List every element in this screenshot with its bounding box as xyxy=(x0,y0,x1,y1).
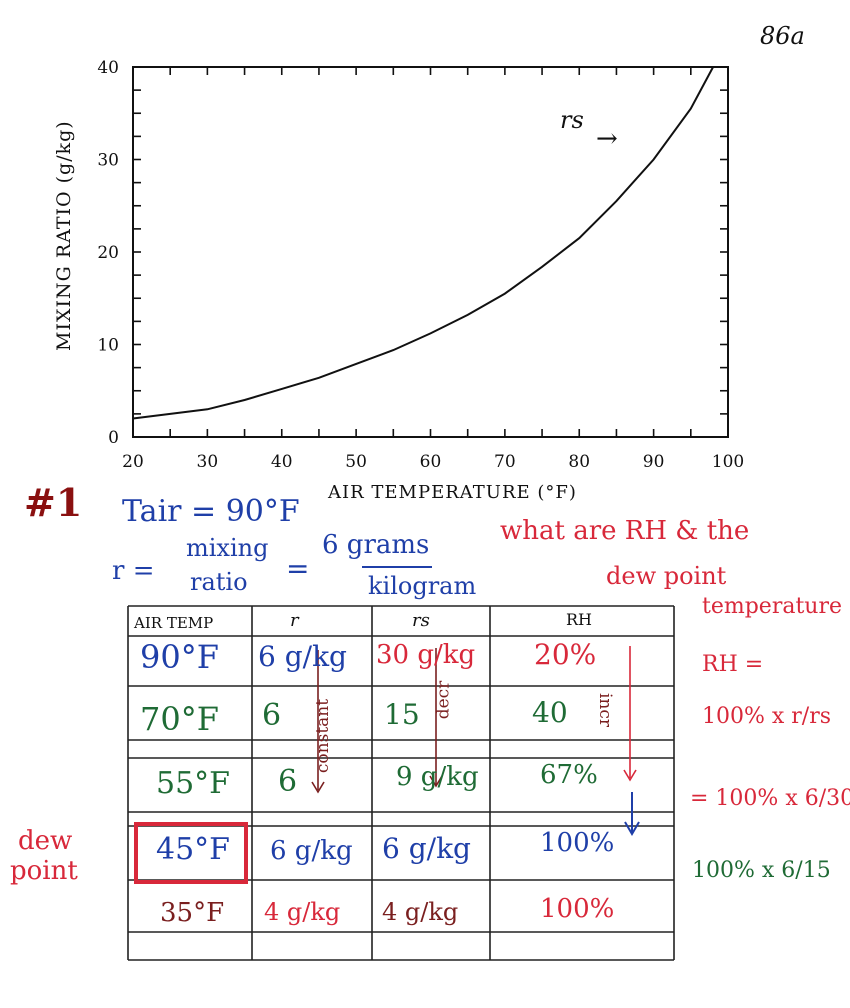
decreasing-note: decr xyxy=(433,680,454,720)
r-definition-top: mixing xyxy=(186,534,269,562)
problem-number: #1 xyxy=(24,480,83,525)
row1-rh: 20% xyxy=(534,638,597,671)
r-label: r = xyxy=(112,556,155,586)
y-tick-label: 20 xyxy=(97,243,119,263)
fraction-bar xyxy=(362,566,432,568)
row4-temp: 45°F xyxy=(156,832,230,867)
constant-note: constant xyxy=(313,698,334,774)
dew-point-label-line-1: dew xyxy=(18,826,73,856)
equals-sign: = xyxy=(286,552,310,585)
air-temperature-given: Tair = 90°F xyxy=(122,494,300,529)
row5-r: 4 g/kg xyxy=(264,898,341,926)
x-tick-label: 100 xyxy=(712,452,744,472)
x-axis-label: AIR TEMPERATURE (°F) xyxy=(328,482,577,503)
question-line-2: dew point xyxy=(606,562,727,590)
y-tick-label: 40 xyxy=(97,58,119,78)
row2-r: 6 xyxy=(262,698,282,733)
rh-equation-label: RH = xyxy=(702,652,764,677)
header-rh: RH xyxy=(566,610,592,629)
x-tick-label: 90 xyxy=(643,452,665,472)
rh-calc-90f: = 100% x 6/30 xyxy=(690,786,850,811)
row1-r: 6 g/kg xyxy=(258,640,347,673)
rs-curve-annotation: rs xyxy=(560,106,584,134)
dew-point-label-line-2: point xyxy=(10,856,78,886)
y-tick-label: 10 xyxy=(97,336,119,356)
x-tick-label: 60 xyxy=(420,452,442,472)
question-line-1: what are RH & the xyxy=(500,516,750,546)
r-value-bottom: kilogram xyxy=(368,572,477,600)
dew-point-highlight xyxy=(134,822,248,884)
row3-temp: 55°F xyxy=(156,766,230,801)
header-air-temp: AIR TEMP xyxy=(134,614,214,632)
r-value-top: 6 grams xyxy=(322,530,430,560)
row2-temp: 70°F xyxy=(140,700,219,738)
row3-rh: 67% xyxy=(540,760,598,790)
increasing-note: incr xyxy=(595,692,616,728)
question-line-3: temperature xyxy=(702,594,843,619)
rh-calc-70f: 100% x 6/15 xyxy=(692,858,831,883)
x-tick-label: 20 xyxy=(122,452,144,472)
page-number: 86a xyxy=(760,22,805,50)
header-rs: rs xyxy=(412,610,430,631)
y-tick-label: 0 xyxy=(108,428,119,448)
x-tick-label: 30 xyxy=(197,452,219,472)
row4-r: 6 g/kg xyxy=(270,836,353,866)
row1-temp: 90°F xyxy=(140,638,219,676)
x-tick-label: 70 xyxy=(494,452,516,472)
row5-rh: 100% xyxy=(540,894,615,924)
header-r: r xyxy=(290,610,299,631)
row1-rs: 30 g/kg xyxy=(376,640,476,670)
arrow-icon: → xyxy=(596,124,618,154)
row2-rh: 40 xyxy=(532,696,568,729)
row4-rh: 100% xyxy=(540,828,615,858)
rh-formula: 100% x r/rs xyxy=(702,704,832,729)
row2-rs: 15 xyxy=(384,698,420,731)
y-tick-label: 30 xyxy=(97,151,119,171)
row5-temp: 35°F xyxy=(160,898,225,928)
x-tick-label: 50 xyxy=(345,452,367,472)
x-tick-label: 40 xyxy=(271,452,293,472)
row3-r: 6 xyxy=(278,764,298,799)
x-tick-label: 80 xyxy=(568,452,590,472)
row4-rs: 6 g/kg xyxy=(382,832,471,865)
series-line-rs xyxy=(132,66,714,420)
r-definition-bottom: ratio xyxy=(190,568,248,596)
row3-rs: 9 g/kg xyxy=(396,762,479,792)
row5-rs: 4 g/kg xyxy=(382,898,459,926)
